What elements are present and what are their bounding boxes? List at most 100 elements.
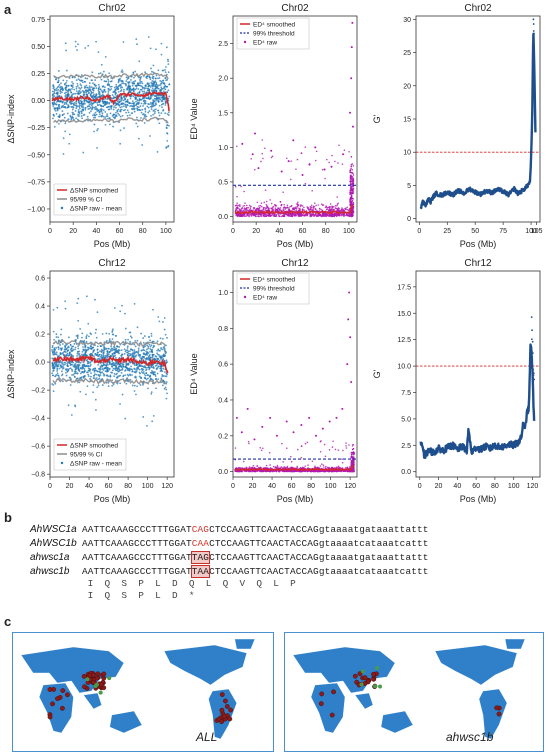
raw-point	[142, 372, 144, 375]
raw-point	[127, 338, 129, 341]
raw-point	[140, 102, 143, 105]
raw-point	[62, 365, 64, 367]
raw-point	[111, 362, 114, 364]
raw-point	[65, 103, 68, 105]
y-tick-label: −0.75	[27, 179, 45, 186]
raw-point	[54, 365, 57, 367]
raw-point	[271, 213, 273, 215]
raw-point	[155, 367, 158, 370]
chart-chr02-g-prime: Chr02 0 25 50 75 100 105 0 5 10 15 20 25 30 Pos (Mb) G'	[366, 0, 550, 255]
raw-point	[304, 214, 306, 216]
raw-point	[166, 85, 168, 88]
smoothed-line	[51, 90, 170, 112]
raw-point	[89, 106, 92, 109]
raw-point	[108, 116, 111, 119]
chart-chr02-ed4: Chr02 0 20 40 60 80 100 0.0 0.5 1.0 1.5 2.0 2.5 Pos (…	[183, 0, 366, 255]
raw-point	[237, 204, 240, 207]
raw-point	[63, 103, 66, 106]
raw-point	[69, 89, 72, 92]
raw-point	[317, 204, 320, 206]
raw-point	[123, 95, 126, 98]
raw-point	[103, 348, 106, 351]
raw-point	[67, 106, 70, 109]
raw-point	[147, 366, 150, 369]
raw-point	[114, 116, 116, 119]
raw-point	[95, 353, 98, 356]
raw-point	[97, 87, 100, 90]
raw-point	[324, 214, 326, 216]
raw-point	[112, 333, 115, 336]
raw-point	[86, 362, 89, 365]
raw-point	[271, 214, 273, 216]
raw-point	[157, 69, 160, 72]
raw-point	[80, 97, 83, 100]
x-tick-label: 40	[85, 483, 93, 490]
raw-point	[112, 116, 115, 119]
raw-point	[162, 96, 165, 99]
raw-point	[307, 207, 310, 209]
raw-point	[88, 107, 91, 110]
raw-point	[351, 199, 354, 202]
y-tick-label: −0.4	[31, 416, 45, 423]
raw-point	[304, 182, 307, 185]
raw-point	[116, 100, 119, 103]
raw-point	[161, 100, 164, 102]
raw-point	[54, 382, 57, 385]
raw-point	[59, 86, 61, 89]
raw-point	[110, 106, 113, 108]
raw-point	[63, 92, 66, 94]
raw-point	[53, 353, 56, 355]
raw-point	[236, 206, 239, 209]
raw-point	[150, 344, 153, 347]
raw-point	[136, 84, 139, 87]
raw-point	[320, 440, 322, 442]
raw-point	[59, 92, 62, 95]
raw-point	[119, 86, 122, 89]
raw-point	[351, 179, 354, 181]
raw-point	[72, 348, 75, 351]
raw-point	[108, 361, 111, 363]
raw-point	[78, 92, 81, 95]
raw-point	[88, 89, 91, 91]
raw-point	[150, 67, 152, 70]
raw-point	[152, 64, 155, 67]
raw-point	[120, 108, 123, 111]
raw-point	[155, 74, 158, 77]
raw-point	[239, 214, 241, 216]
raw-point	[313, 202, 316, 204]
raw-point	[66, 94, 68, 97]
smoothed-line	[234, 205, 354, 215]
raw-point	[344, 208, 347, 211]
raw-point	[81, 100, 83, 103]
raw-point	[131, 107, 133, 110]
raw-point	[56, 372, 59, 375]
raw-point	[77, 361, 80, 364]
raw-point	[69, 360, 72, 363]
raw-point	[143, 365, 146, 367]
raw-point	[245, 466, 248, 469]
raw-point	[324, 177, 326, 180]
y-tick-label: 0.25	[31, 71, 45, 78]
raw-point	[75, 90, 78, 92]
raw-point	[109, 123, 111, 126]
x-tick-label: 25	[443, 228, 451, 235]
x-tick-label: 40	[92, 228, 100, 235]
raw-point	[114, 348, 117, 351]
raw-point	[269, 199, 272, 201]
raw-point	[53, 361, 56, 364]
raw-point	[145, 97, 148, 99]
raw-point	[250, 158, 253, 160]
raw-point	[122, 82, 125, 85]
raw-point	[72, 82, 75, 85]
raw-point	[98, 377, 101, 380]
raw-point	[114, 356, 117, 359]
raw-point	[141, 349, 144, 352]
raw-point	[91, 102, 94, 105]
raw-point	[243, 215, 245, 218]
raw-point	[263, 201, 266, 204]
raw-point	[90, 352, 92, 355]
raw-point	[75, 361, 78, 363]
raw-point	[88, 111, 91, 114]
raw-point	[260, 205, 263, 208]
raw-point	[263, 206, 265, 209]
